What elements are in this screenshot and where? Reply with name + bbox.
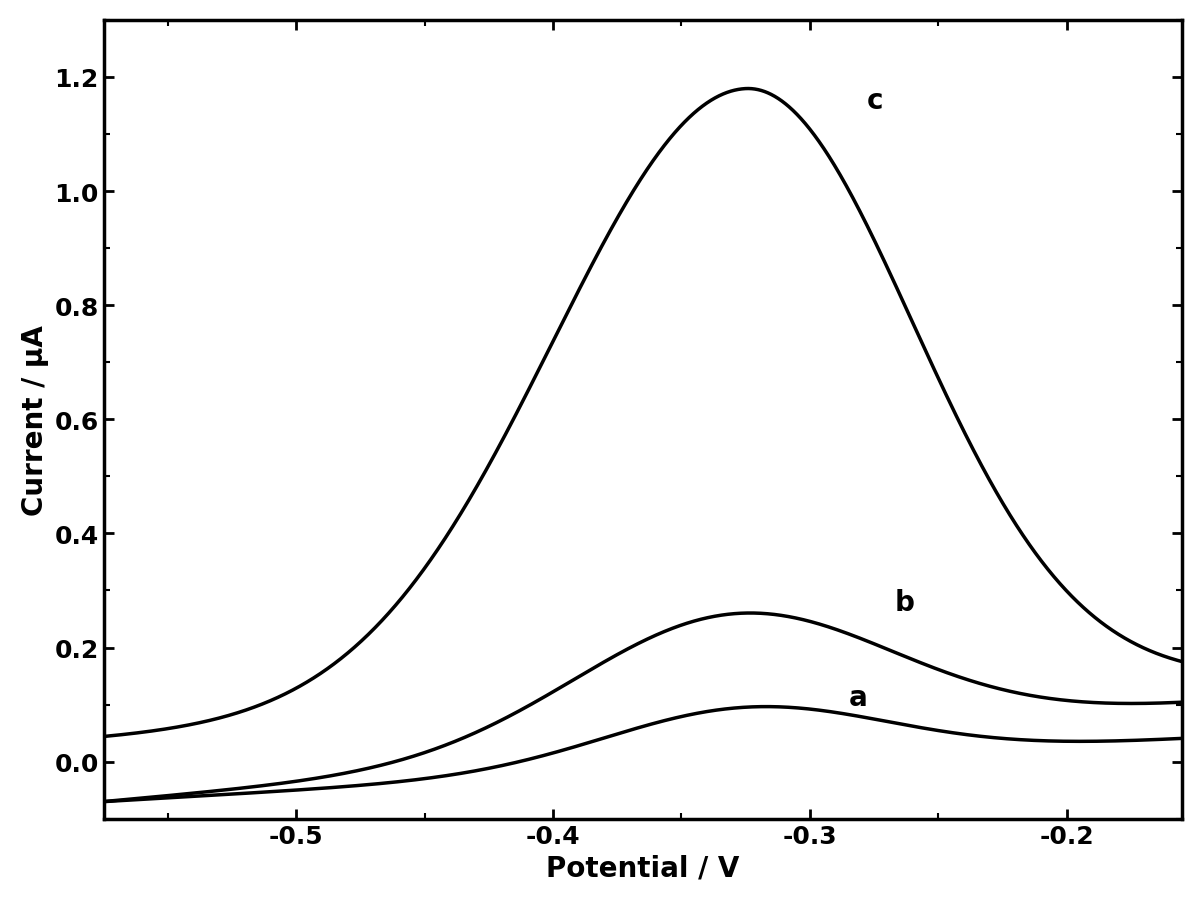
Text: c: c bbox=[866, 87, 883, 115]
X-axis label: Potential / V: Potential / V bbox=[546, 853, 740, 881]
Text: b: b bbox=[895, 588, 914, 616]
Y-axis label: Current / μA: Current / μA bbox=[20, 325, 49, 515]
Text: a: a bbox=[848, 684, 867, 712]
